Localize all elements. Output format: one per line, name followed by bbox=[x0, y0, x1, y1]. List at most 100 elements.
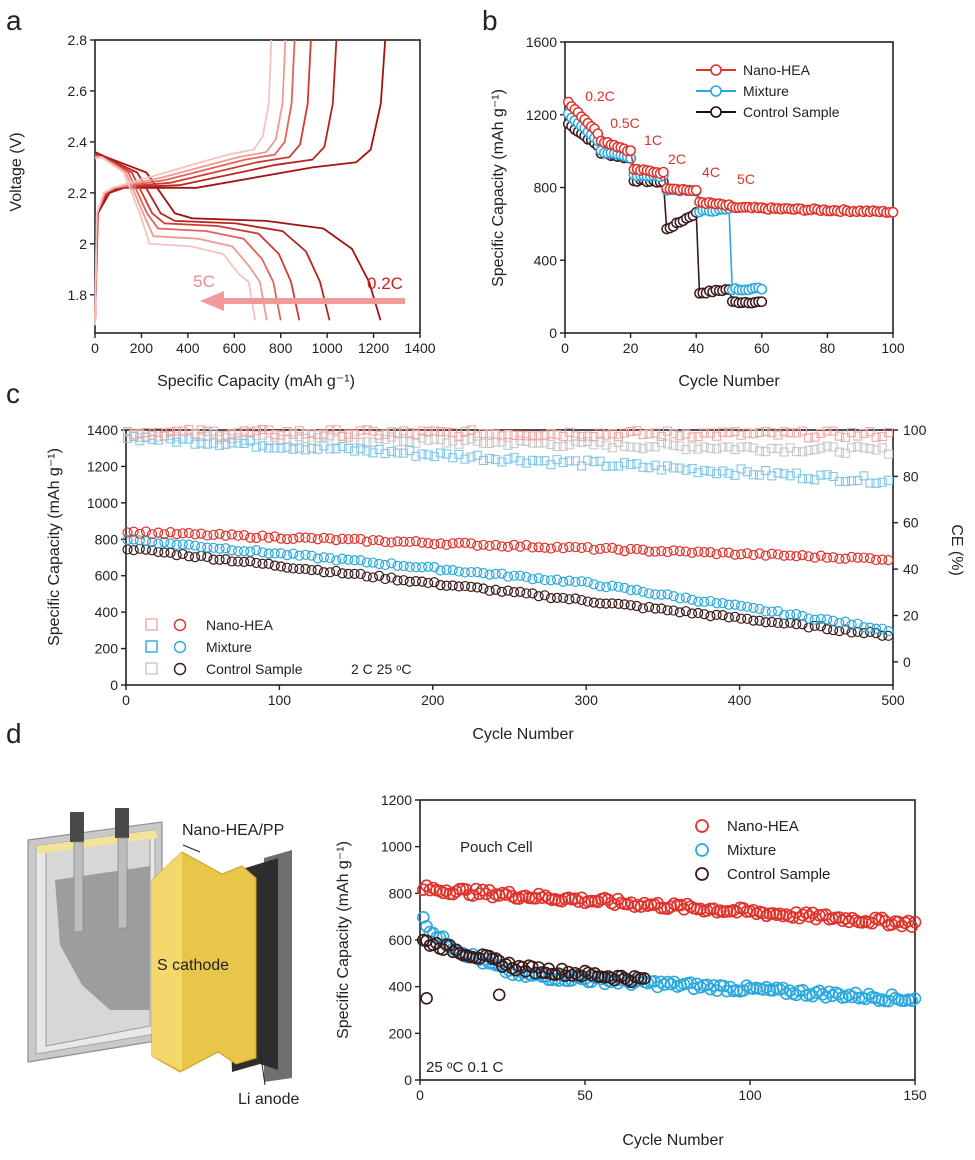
capacity-point-Nano-HEA bbox=[539, 542, 550, 553]
capacity-point-Mixture bbox=[159, 536, 170, 548]
capacity-point-Control Sample bbox=[760, 617, 771, 628]
ce-point-Nano-HEA bbox=[429, 426, 439, 436]
capacity-point-Mixture bbox=[662, 589, 673, 600]
ce-point-Mixture bbox=[405, 446, 415, 456]
y-tick-label: 1.8 bbox=[68, 287, 88, 303]
capacity-point-Mixture bbox=[189, 540, 201, 551]
capacity-point-Control Sample bbox=[742, 613, 753, 624]
capacity-point-Mixture bbox=[275, 548, 287, 559]
ce-point-Mixture bbox=[589, 457, 599, 467]
tab-right-top bbox=[115, 808, 129, 838]
b-legend-nano: Nano-HEA bbox=[743, 62, 811, 78]
ce-point-Mixture bbox=[712, 469, 722, 479]
capacity-point-Mixture bbox=[509, 570, 520, 581]
ce-point-Mixture bbox=[595, 456, 605, 466]
capacity-point-Mixture bbox=[171, 539, 182, 550]
ce-point-Nano-HEA bbox=[472, 431, 482, 441]
ce-point-Nano-HEA bbox=[122, 426, 133, 437]
capacity-point-Control Sample bbox=[699, 609, 710, 620]
ce-point-Mixture bbox=[748, 470, 758, 480]
plot-a: 0 200 400 600 800 1000 1200 1400 1.8 2 2.2 2.4 2.6 2.… bbox=[68, 32, 436, 356]
ce-point-Mixture bbox=[509, 453, 519, 463]
capacity-point-Nano-HEA bbox=[582, 541, 593, 553]
ce-point-Mixture bbox=[724, 468, 734, 478]
capacity-point-Control Sample bbox=[490, 584, 501, 595]
capacity-point-Control Sample bbox=[729, 611, 741, 622]
capacity-point-Mixture bbox=[404, 561, 415, 573]
panel-label-d: d bbox=[6, 718, 22, 749]
capacity-point-Control Sample bbox=[239, 556, 250, 568]
data-point-Mixture bbox=[756, 283, 768, 295]
capacity-point-Mixture bbox=[269, 548, 280, 559]
capacity-point-Control Sample bbox=[834, 626, 845, 637]
ce-point-Control Sample bbox=[141, 432, 151, 442]
a-ylabel: Voltage (V) bbox=[8, 132, 25, 211]
ce-point-Mixture bbox=[337, 442, 347, 452]
capacity-point-Control Sample bbox=[680, 606, 692, 617]
capacity-point-Nano-HEA bbox=[257, 530, 268, 541]
capacity-point-Control Sample bbox=[380, 573, 391, 585]
capacity-point-Mixture bbox=[840, 616, 851, 627]
x-tick-label: 300 bbox=[575, 692, 599, 708]
capacity-point-Control Sample bbox=[723, 612, 734, 623]
ce-point-Nano-HEA bbox=[736, 430, 746, 440]
capacity-point-Mixture bbox=[711, 598, 722, 609]
x-tick-label: 1200 bbox=[358, 340, 389, 356]
pouch-point-Nano-HEA bbox=[885, 918, 899, 931]
ce-point-Nano-HEA bbox=[607, 429, 617, 439]
capacity-point-Nano-HEA bbox=[815, 550, 827, 561]
capacity-point-Mixture bbox=[778, 609, 790, 621]
capacity-point-Control Sample bbox=[318, 567, 329, 578]
capacity-point-Mixture bbox=[196, 541, 207, 553]
capacity-point-Control Sample bbox=[466, 581, 477, 592]
discharge-curve-1C bbox=[94, 153, 301, 321]
ce-point-Nano-HEA bbox=[435, 426, 446, 437]
capacity-point-Mixture bbox=[441, 564, 452, 575]
capacity-point-Mixture bbox=[539, 574, 550, 586]
capacity-point-Mixture bbox=[349, 555, 360, 566]
data-point-Nano-HEA bbox=[887, 206, 899, 218]
ce-point-Mixture bbox=[356, 444, 366, 454]
capacity-point-Mixture bbox=[318, 552, 329, 563]
capacity-point-Mixture bbox=[834, 617, 845, 629]
capacity-point-Nano-HEA bbox=[288, 533, 299, 544]
capacity-point-Mixture bbox=[429, 562, 440, 573]
ce-point-Nano-HEA bbox=[270, 430, 280, 440]
b-rate-label: 4C bbox=[702, 164, 720, 180]
capacity-point-Mixture bbox=[877, 623, 888, 634]
ce-point-Mixture bbox=[485, 453, 495, 464]
capacity-point-Mixture bbox=[650, 589, 661, 600]
ce-point-Control Sample bbox=[601, 440, 611, 450]
ce-point-Mixture bbox=[564, 456, 574, 466]
pouch-point-Mixture bbox=[760, 981, 773, 994]
capacity-point-Nano-HEA bbox=[509, 539, 520, 550]
b-legend-mixture: Mixture bbox=[743, 83, 789, 99]
d-title: Pouch Cell bbox=[460, 839, 533, 856]
ce-point-Mixture bbox=[521, 458, 531, 468]
capacity-point-Control Sample bbox=[693, 607, 704, 619]
ce-point-Nano-HEA bbox=[761, 426, 771, 436]
x-tick-label: 100 bbox=[881, 340, 905, 356]
ce-point-Nano-HEA bbox=[485, 429, 495, 439]
capacity-point-Nano-HEA bbox=[355, 533, 366, 545]
ce-point-Mixture bbox=[828, 471, 838, 482]
ce-point-Control Sample bbox=[534, 438, 544, 448]
capacity-point-Control Sample bbox=[509, 587, 520, 598]
ce-point-Nano-HEA bbox=[638, 429, 648, 440]
b-xlabel: Cycle Number bbox=[678, 373, 780, 390]
ce-point-Mixture bbox=[773, 468, 783, 478]
capacity-point-Mixture bbox=[343, 554, 354, 565]
ce-point-Mixture bbox=[466, 452, 476, 462]
capacity-point-Nano-HEA bbox=[809, 552, 820, 563]
ce-point-Nano-HEA bbox=[343, 429, 353, 439]
capacity-point-Nano-HEA bbox=[576, 542, 587, 554]
ce-point-Mixture bbox=[669, 463, 679, 473]
b-legend: Nano-HEA Mixture Control Sample bbox=[696, 62, 840, 120]
y-tick-label: 1200 bbox=[381, 792, 412, 808]
ce-point-Control Sample bbox=[405, 437, 415, 447]
ce-point-Control Sample bbox=[822, 441, 832, 451]
ce-point-Mixture bbox=[503, 454, 513, 464]
ce-point-Nano-HEA bbox=[478, 429, 488, 439]
ce-point-Nano-HEA bbox=[840, 433, 850, 443]
capacity-point-Nano-HEA bbox=[852, 552, 863, 563]
